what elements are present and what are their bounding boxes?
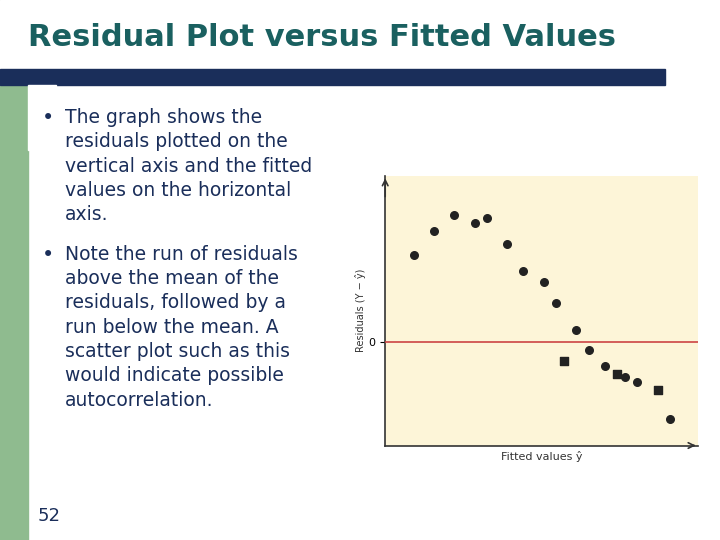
Point [619, 373, 631, 382]
Point [501, 239, 513, 248]
Y-axis label: Residuals (Y − ŷ): Residuals (Y − ŷ) [355, 269, 366, 352]
Point [559, 357, 570, 366]
Point [428, 227, 440, 235]
X-axis label: Fitted values ŷ: Fitted values ŷ [501, 451, 582, 462]
Bar [0, 0, 28, 150]
Point [571, 325, 582, 334]
Bar [28, 85, 56, 150]
Point [652, 386, 664, 394]
Bar [0, 85, 28, 540]
Text: Residual Plot versus Fitted Values: Residual Plot versus Fitted Values [28, 24, 616, 52]
Bar [0, 0, 720, 70]
Text: The graph shows the
residuals plotted on the
vertical axis and the fitted
values: The graph shows the residuals plotted on… [65, 108, 312, 224]
Point [631, 377, 643, 386]
Point [408, 251, 420, 259]
Point [599, 362, 611, 370]
Bar [0, 69, 665, 85]
Point [518, 266, 529, 275]
Point [481, 214, 492, 222]
Text: Note the run of residuals
above the mean of the
residuals, followed by a
run bel: Note the run of residuals above the mean… [65, 245, 298, 409]
Point [469, 219, 480, 227]
Point [664, 414, 675, 423]
Point [611, 370, 623, 379]
Point [582, 346, 594, 355]
Text: •: • [42, 245, 54, 265]
Point [449, 211, 460, 220]
Point [550, 298, 562, 307]
Text: 52: 52 [38, 507, 61, 525]
Text: •: • [42, 108, 54, 128]
Point [538, 278, 549, 286]
